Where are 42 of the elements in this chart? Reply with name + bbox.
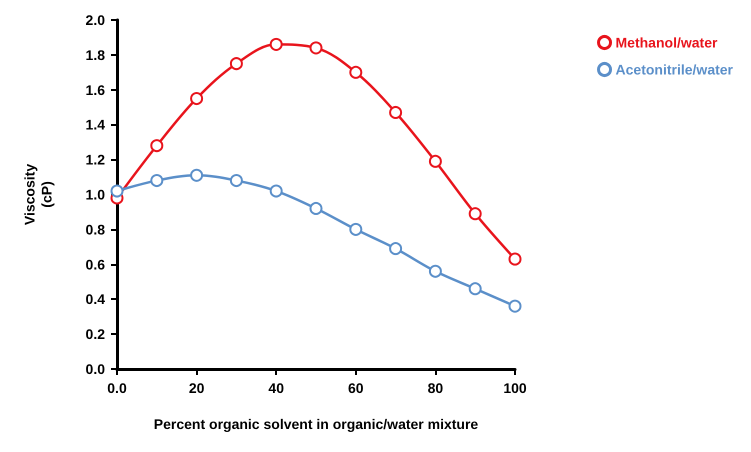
y-tick-label: 1.8 xyxy=(86,46,106,63)
point xyxy=(508,300,522,313)
y-tick-label: 0.8 xyxy=(86,221,106,238)
point xyxy=(150,139,164,152)
point xyxy=(310,202,322,215)
point xyxy=(310,41,322,54)
point xyxy=(468,207,482,220)
x-tick-label: 0.0 xyxy=(107,380,127,396)
y-tick-label: 0.2 xyxy=(86,326,106,342)
point xyxy=(190,168,204,182)
y-axis-title: Viscosity (cP) xyxy=(22,164,54,226)
point xyxy=(389,242,402,256)
point xyxy=(150,174,164,188)
point xyxy=(270,38,283,51)
x-tick-label: 80 xyxy=(428,380,444,396)
legend-label: Acetonitrile/water xyxy=(616,62,734,78)
point xyxy=(190,92,204,106)
y-tick-label: 1.6 xyxy=(86,82,106,98)
y-tick-label: 0.6 xyxy=(86,256,106,272)
point xyxy=(389,106,402,119)
y-tick-label: 1.0 xyxy=(86,186,106,202)
x-tick-label: 40 xyxy=(268,380,284,396)
point xyxy=(468,282,482,296)
y-tick-label: 0.4 xyxy=(86,291,106,308)
point xyxy=(230,57,243,70)
y-tick-label: 1.4 xyxy=(86,116,106,133)
point xyxy=(428,264,442,278)
y-tick-label: 0.0 xyxy=(86,361,106,377)
x-tick-label: 60 xyxy=(348,380,364,396)
legend-label: Methanol/water xyxy=(616,34,718,50)
point xyxy=(230,174,243,188)
x-tick-label: 100 xyxy=(503,380,527,396)
point xyxy=(508,252,522,266)
y-tick-label: 1.2 xyxy=(86,152,106,168)
point xyxy=(270,184,283,198)
x-tick-label: 20 xyxy=(188,380,205,396)
point xyxy=(349,66,362,79)
point xyxy=(349,222,362,236)
y-tick-label: 2.0 xyxy=(86,12,106,28)
point xyxy=(428,154,442,168)
x-axis-title: Percent organic solvent in organic/water mixture xyxy=(154,416,478,432)
point xyxy=(110,184,124,198)
